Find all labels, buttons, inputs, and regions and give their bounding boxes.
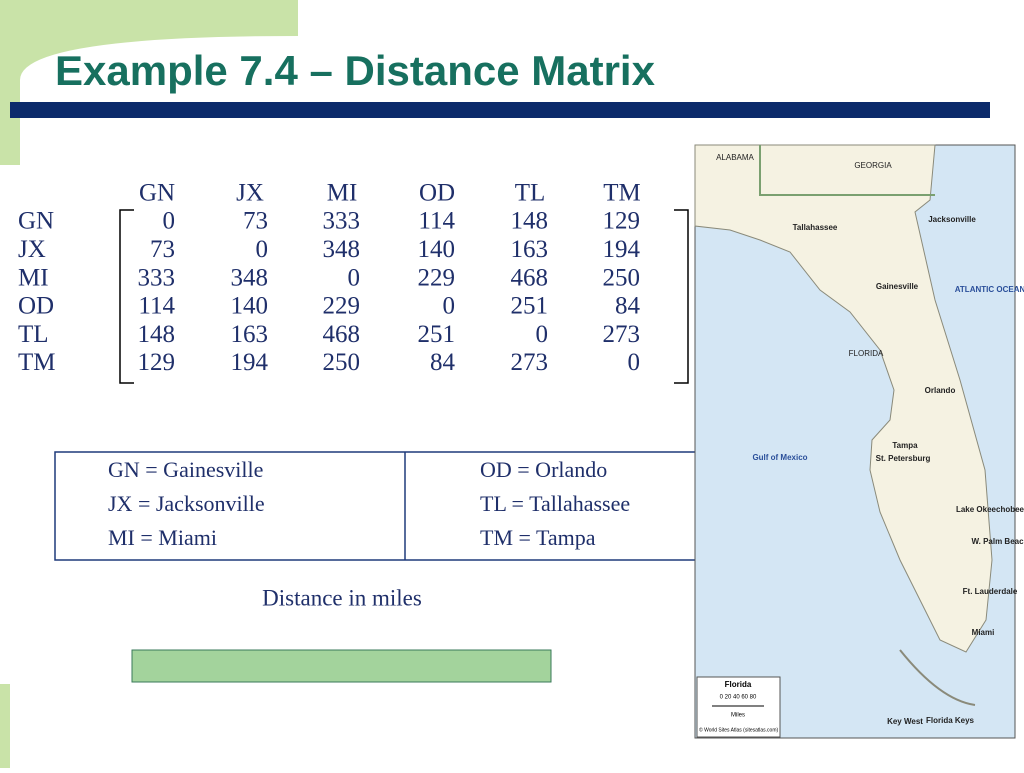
cell: 114 <box>418 208 455 235</box>
deco-bottom <box>0 684 10 768</box>
row-header: JX <box>18 236 46 263</box>
cell: 163 <box>511 236 549 263</box>
cell: 0 <box>536 321 549 348</box>
title-bar <box>10 102 990 118</box>
legend-entry: OD = Orlando <box>480 457 607 482</box>
deco-top <box>0 0 298 36</box>
map-label: St. Petersburg <box>876 454 931 463</box>
keys <box>899 649 976 706</box>
row-header: MI <box>18 264 49 291</box>
legend-entry: GN = Gainesville <box>108 457 263 482</box>
legend-entry: JX = Jacksonville <box>108 491 265 516</box>
cell: 0 <box>443 293 456 320</box>
cell: 348 <box>231 264 269 291</box>
cell: 194 <box>603 236 641 263</box>
state-border <box>759 145 935 196</box>
map-label: Lake Okeechobee <box>956 505 1024 514</box>
cell: 468 <box>323 321 361 348</box>
bracket-left <box>119 209 134 384</box>
map-label: Orlando <box>925 386 956 395</box>
map-label: Florida Keys <box>926 716 975 725</box>
map-scale: 0 20 40 60 80 <box>720 695 757 701</box>
row-header: GN <box>18 208 54 235</box>
cell: 163 <box>231 321 269 348</box>
cell: 0 <box>628 349 641 376</box>
map-legend <box>696 676 781 738</box>
column-header: MI <box>327 180 358 207</box>
cell: 84 <box>615 293 641 320</box>
map-label: GEORGIA <box>854 161 892 170</box>
green-box <box>131 649 552 683</box>
deco-left <box>0 36 298 165</box>
row-header: TM <box>18 349 56 376</box>
cell: 348 <box>323 236 361 263</box>
cell: 0 <box>348 264 361 291</box>
map-label: Ft. Lauderdale <box>963 587 1018 596</box>
column-header: TM <box>603 180 641 207</box>
cell: 73 <box>243 208 268 235</box>
row-header: TL <box>18 321 49 348</box>
map-label: Tampa <box>892 441 918 450</box>
map-label: Key West <box>887 717 923 726</box>
map: ALABAMA GEORGIA Tallahassee Jacksonville Gai… <box>694 144 1024 739</box>
map-label: ALABAMA <box>716 153 754 162</box>
cell: 229 <box>323 293 361 320</box>
cell: 468 <box>511 264 549 291</box>
legend-border <box>54 451 716 561</box>
caption: Distance in miles <box>262 585 422 610</box>
column-header: GN <box>139 180 175 207</box>
map-label: W. Palm Beach <box>972 537 1024 546</box>
map-label: Gulf of Mexico <box>752 453 807 462</box>
cell: 140 <box>418 236 456 263</box>
map-credit: © World Sites Atlas (sitesatlas.com) <box>699 726 779 733</box>
column-header: JX <box>236 180 264 207</box>
cell: 333 <box>138 264 176 291</box>
map-label: Gainesville <box>876 282 919 291</box>
map-scale-unit: Miles <box>731 713 745 719</box>
legend-table: GN = Gainesville OD = Orlando JX = Jackson… <box>54 451 716 561</box>
cell: 129 <box>138 349 176 376</box>
cell: 148 <box>138 321 176 348</box>
map-legend-title: Florida <box>725 680 752 689</box>
cell: 250 <box>323 349 361 376</box>
cell: 229 <box>418 264 456 291</box>
cell: 148 <box>511 208 549 235</box>
map-land <box>694 144 993 653</box>
map-label: FLORIDA <box>849 349 884 358</box>
map-label: Jacksonville <box>928 215 976 224</box>
cell: 250 <box>603 264 641 291</box>
cell: 333 <box>323 208 361 235</box>
cell: 129 <box>603 208 641 235</box>
legend-entry: TM = Tampa <box>480 525 596 550</box>
bracket-right <box>674 209 689 384</box>
cell: 140 <box>231 293 269 320</box>
cell: 251 <box>511 293 549 320</box>
title: Example 7.4 – Distance Matrix <box>55 47 656 94</box>
column-header: TL <box>515 180 546 207</box>
cell: 73 <box>150 236 175 263</box>
cell: 114 <box>138 293 175 320</box>
map-label: Tallahassee <box>793 223 838 232</box>
cell: 194 <box>231 349 269 376</box>
cell: 273 <box>511 349 549 376</box>
cell: 273 <box>603 321 641 348</box>
cell: 251 <box>418 321 456 348</box>
legend-entry: MI = Miami <box>108 525 217 550</box>
cell: 84 <box>430 349 456 376</box>
row-header: OD <box>18 293 54 320</box>
map-label: ATLANTIC OCEAN <box>955 285 1024 294</box>
map-label: Miami <box>972 628 995 637</box>
cell: 0 <box>256 236 269 263</box>
cell: 0 <box>163 208 176 235</box>
column-header: OD <box>419 180 455 207</box>
legend-entry: TL = Tallahassee <box>480 491 630 516</box>
